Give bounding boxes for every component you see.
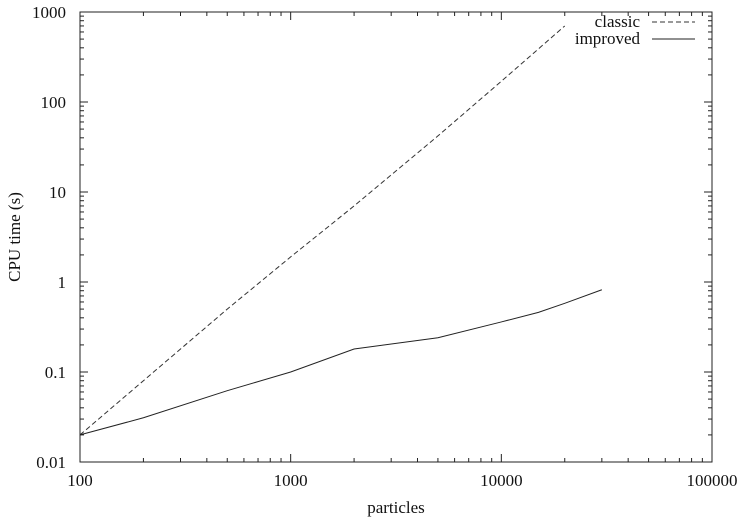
y-tick-label: 1 [58, 273, 67, 292]
x-tick-label: 1000 [274, 471, 308, 490]
y-tick-label: 1000 [32, 3, 66, 22]
x-tick-label: 10000 [480, 471, 523, 490]
axis-ticks [79, 11, 713, 463]
series-line-improved [79, 289, 603, 436]
y-tick-label: 10 [49, 183, 66, 202]
axis-tick-labels: 100 1000 10000 100000 0.01 0.1 1 10 100 1000 [32, 3, 738, 490]
y-tick-label: 0.01 [36, 453, 66, 472]
x-axis-label: particles [367, 498, 425, 517]
y-tick-label: 0.1 [45, 363, 66, 382]
series-line-classic [79, 25, 566, 436]
series-layer [79, 25, 603, 436]
legend-label-classic: classic [595, 12, 641, 31]
y-axis-label: CPU time (s) [5, 192, 24, 282]
plot-frame [79, 11, 713, 463]
legend-label-improved: improved [575, 29, 641, 48]
x-tick-label: 100 [67, 471, 93, 490]
y-tick-label: 100 [41, 93, 67, 112]
x-tick-label: 100000 [687, 471, 738, 490]
